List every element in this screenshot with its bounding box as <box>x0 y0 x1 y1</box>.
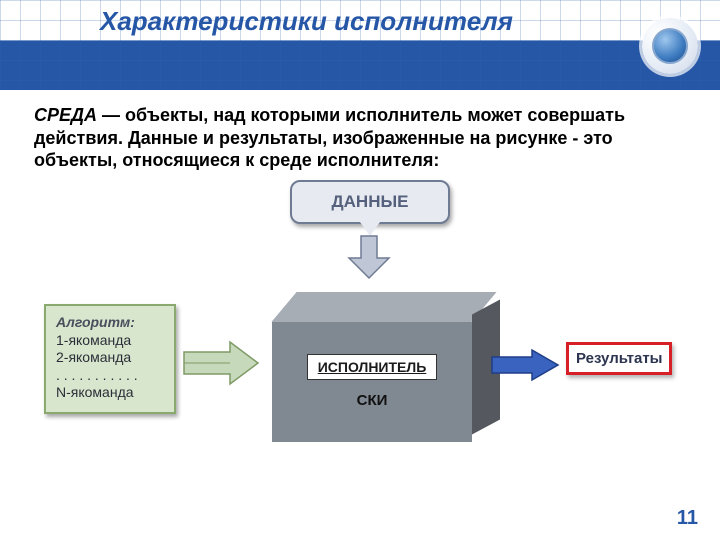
data-box: ДАННЫЕ <box>290 180 450 224</box>
header-band: Характеристики исполнителя <box>0 0 720 90</box>
algorithm-box: Алгоритм: 1-якоманда2-якоманда. . . . . … <box>44 304 176 414</box>
executor-box: ИСПОЛНИТЕЛЬ СКИ <box>272 322 472 442</box>
algorithm-line: 1-якоманда <box>56 332 164 350</box>
diagram: ДАННЫЕ ИСПОЛНИТЕЛЬ СКИ Алгоритм: 1-якома… <box>0 172 720 482</box>
result-arrow-icon <box>490 348 560 382</box>
description-paragraph: СРЕДА — объекты, над которыми исполнител… <box>0 90 720 172</box>
executor-front-face: ИСПОЛНИТЕЛЬ СКИ <box>272 322 472 442</box>
executor-sublabel: СКИ <box>357 392 388 409</box>
logo-globe <box>642 18 698 74</box>
algorithm-line: N-якоманда <box>56 384 164 402</box>
term: СРЕДА <box>34 105 97 125</box>
arrow-down-icon <box>345 234 393 280</box>
data-box-label: ДАННЫЕ <box>332 192 409 212</box>
algorithm-arrow-icon <box>182 340 260 386</box>
page-title: Характеристики исполнителя <box>100 6 513 37</box>
algorithm-lines: 1-якоманда2-якоманда. . . . . . . . . . … <box>56 332 164 402</box>
page-number: 11 <box>677 507 698 530</box>
executor-label: ИСПОЛНИТЕЛЬ <box>307 354 438 380</box>
result-box: Результаты <box>566 342 672 375</box>
paragraph-rest: — объекты, над которыми исполнитель може… <box>34 105 625 170</box>
executor-top-face <box>271 292 496 322</box>
algorithm-title: Алгоритм: <box>56 314 164 330</box>
globe-icon <box>652 28 688 64</box>
result-label: Результаты <box>576 350 662 367</box>
algorithm-line: . . . . . . . . . . . <box>56 367 164 385</box>
algorithm-line: 2-якоманда <box>56 349 164 367</box>
